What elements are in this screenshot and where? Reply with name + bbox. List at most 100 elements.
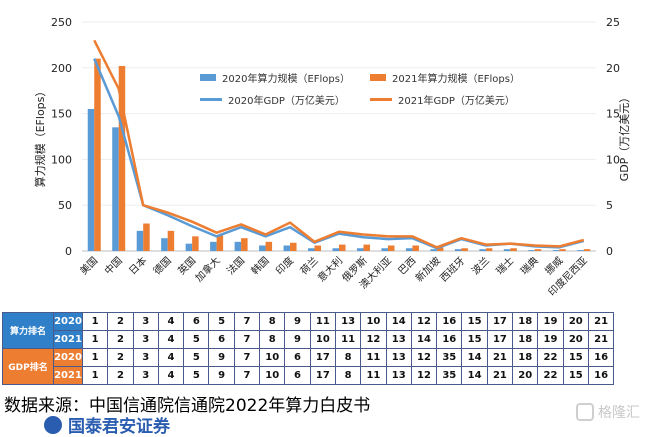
bar-2020-compute (552, 250, 560, 251)
bar-2021-compute (583, 249, 591, 251)
legend-label: 2020年GDP（万亿美元） (228, 96, 345, 107)
table-cell: 10 (360, 312, 387, 331)
legend-item: 2020年算力规模（EFlops） (200, 70, 350, 85)
bar-2020-compute (283, 245, 291, 251)
table-cell: 19 (537, 330, 564, 349)
table-cell: 10 (259, 348, 286, 367)
bar-2021-compute (387, 245, 395, 251)
y-right-tick-label: 5 (606, 199, 613, 212)
chart-panel: 0 50 100 150 200 250 0 5 10 15 20 25 算力规模（EFlops） GDP… (33, 16, 631, 299)
table-cell: 17 (486, 312, 514, 331)
bar-2021-compute (167, 230, 175, 251)
bar-2021-compute (314, 245, 322, 251)
table-group-label: GDP排名 (2, 348, 54, 385)
table-cell: 15 (562, 348, 589, 367)
y-right-tick-label: 20 (606, 62, 620, 75)
legend-item: 2021年算力规模（EFlops） (370, 70, 520, 85)
bar-2020-compute (381, 248, 388, 251)
table-cell: 9 (208, 366, 235, 385)
table-cell: 14 (461, 348, 488, 367)
table-cell: 7 (233, 366, 261, 385)
bar-2021-compute (363, 244, 370, 251)
legend-line-swatch (370, 98, 392, 101)
bar-2020-compute (332, 248, 339, 251)
table-cell: 15 (461, 312, 488, 331)
y-right-tick-label: 0 (606, 245, 613, 258)
table-cell: 8 (334, 366, 362, 385)
bar-2020-compute (405, 248, 413, 251)
watermark: 格隆汇 (576, 402, 640, 422)
table-cell: 22 (537, 366, 564, 385)
y-left-tick-label: 250 (51, 16, 72, 29)
table-cell: 16 (436, 312, 463, 331)
legend-line-swatch (200, 98, 222, 101)
table-cell: 3 (132, 330, 159, 349)
table-cell: 4 (157, 348, 185, 367)
bar-2020-compute (577, 250, 584, 251)
legend-label: 2021年算力规模（EFlops） (392, 74, 520, 85)
bar-2020-compute (161, 238, 168, 251)
bar-2021-compute (436, 247, 444, 251)
table-cell: 11 (309, 312, 336, 331)
bar-2020-compute (87, 109, 95, 252)
table-cell: 13 (385, 348, 412, 367)
table-cell: 16 (587, 348, 615, 367)
bar-2021-compute (559, 249, 566, 251)
table-cell: 20 (562, 312, 589, 331)
bar-2020-compute (259, 245, 266, 251)
table-cell: 6 (208, 330, 235, 349)
table-cell: 17 (486, 330, 514, 349)
table-cell: 1 (81, 312, 109, 331)
bar-2021-compute (118, 65, 126, 251)
bar-2021-compute (534, 249, 542, 251)
bar-2020-compute (210, 241, 217, 251)
table-cell: 9 (284, 330, 311, 349)
bar-2020-compute (185, 243, 193, 251)
bar-2021-compute (241, 238, 248, 251)
table-cell: 7 (233, 330, 261, 349)
bar-2021-compute (94, 58, 101, 251)
table-cell: 22 (537, 348, 564, 367)
bar-2020-compute (479, 249, 486, 251)
table-cell: 1 (81, 366, 109, 385)
table-cell: 2 (107, 366, 134, 385)
y-left-axis-title: 算力规模（EFlops） (33, 86, 47, 188)
table-cell: 5 (208, 312, 235, 331)
table-group-label: 算力排名 (2, 312, 54, 349)
table-cell: 6 (284, 348, 311, 367)
table-cell: 14 (385, 312, 412, 331)
table-cell: 16 (587, 366, 615, 385)
table-cell: 3 (132, 366, 159, 385)
table-cell: 21 (587, 312, 615, 331)
y-left-tick-label: 200 (51, 62, 72, 75)
table-cell: 13 (385, 366, 412, 385)
table-year-cell: 2020 (53, 312, 83, 331)
table-cell: 10 (309, 330, 336, 349)
table-cell: 11 (334, 330, 362, 349)
watermark-text: 格隆汇 (598, 405, 640, 421)
bar-2020-compute (454, 249, 462, 251)
table-cell: 5 (183, 330, 210, 349)
table-year-cell: 2020 (53, 348, 83, 367)
table-cell: 35 (436, 348, 463, 367)
table-cell: 2 (107, 312, 134, 331)
table-cell: 13 (334, 312, 362, 331)
bar-2020-compute (356, 248, 364, 251)
table-row: 2021 1 2 3 4 5 6 7 8 9 10 11 12 13 14 16 15 17 18 19 20 21 (3, 330, 615, 349)
y-left-tick-label: 50 (58, 199, 72, 212)
table-cell: 12 (410, 366, 438, 385)
legend-bar-swatch (370, 74, 386, 81)
table-cell: 1 (81, 330, 109, 349)
legend-item: 2021年GDP（万亿美元） (370, 92, 515, 107)
bar-2021-compute (265, 241, 273, 251)
table-cell: 4 (157, 330, 185, 349)
table-row: 2021 1 2 3 4 5 9 7 10 6 17 8 11 13 12 35 14 21 20 22 15 16 (3, 366, 615, 385)
table-cell: 12 (410, 348, 438, 367)
bar-2021-compute (485, 248, 493, 251)
table-cell: 35 (436, 366, 463, 385)
table-cell: 4 (157, 312, 185, 331)
table-cell: 8 (259, 330, 286, 349)
y-right-tick-label: 25 (606, 16, 620, 29)
table-cell: 20 (562, 330, 589, 349)
table-cell: 15 (562, 366, 589, 385)
